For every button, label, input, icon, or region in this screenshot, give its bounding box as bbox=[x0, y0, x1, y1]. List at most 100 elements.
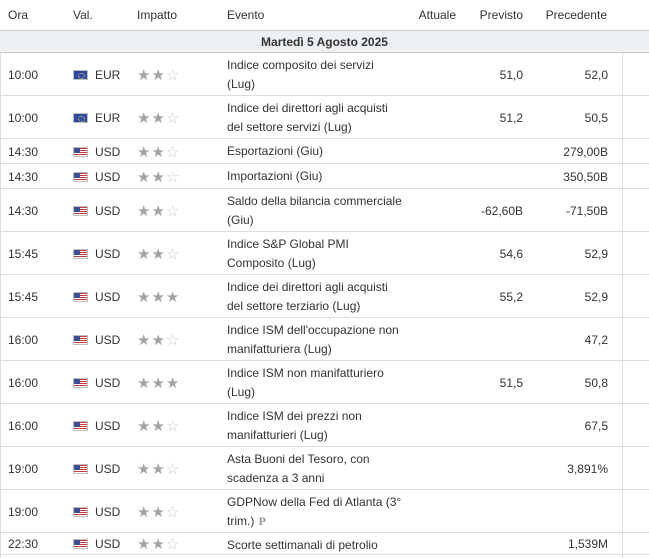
event-time: 15:45 bbox=[8, 290, 39, 304]
event-name[interactable]: Indice S&P Global PMI Composito (Lug) bbox=[227, 235, 405, 273]
event-name-text[interactable]: Asta Buoni del Tesoro, con scadenza a 3 … bbox=[227, 452, 370, 485]
star-filled-icon: ★ bbox=[137, 504, 152, 521]
header-currency[interactable]: Val. bbox=[73, 8, 93, 22]
star-filled-icon: ★ bbox=[151, 203, 166, 220]
event-name[interactable]: Indice composito dei servizi (Lug) bbox=[227, 56, 405, 94]
table-row[interactable]: 16:00 USD ★★☆ Indice ISM dei prezzi non man… bbox=[0, 404, 649, 447]
event-name-text[interactable]: Saldo della bilancia commerciale (Giu) bbox=[227, 194, 402, 227]
us-flag-icon bbox=[73, 421, 88, 431]
event-currency: USD bbox=[95, 145, 121, 159]
impact-rating: ★★☆ bbox=[137, 535, 193, 553]
table-row[interactable]: 10:00 EUR ★★☆ Indice dei direttori agli acq… bbox=[0, 96, 649, 139]
table-row[interactable]: 15:45 USD ★★☆ Indice S&P Global PMI Composi… bbox=[0, 232, 649, 275]
impact-rating: ★★☆ bbox=[137, 109, 193, 127]
header-actual[interactable]: Attuale bbox=[418, 8, 456, 22]
table-row[interactable]: 19:00 USD ★★☆ GDPNow della Fed di Atlanta (… bbox=[0, 490, 649, 533]
event-previous: 279,00B bbox=[563, 145, 608, 159]
event-time: 10:00 bbox=[8, 68, 39, 82]
table-row[interactable]: 19:00 USD ★★☆ Asta Buoni del Tesoro, con sc… bbox=[0, 447, 649, 490]
star-filled-icon: ★ bbox=[137, 110, 152, 127]
event-name-text[interactable]: Esportazioni (Giu) bbox=[227, 144, 324, 158]
table-row[interactable]: 14:30 USD ★★☆ Esportazioni (Giu) 279,00B bbox=[0, 139, 649, 164]
event-name[interactable]: Asta Buoni del Tesoro, con scadenza a 3 … bbox=[227, 450, 405, 488]
event-name[interactable]: Saldo della bilancia commerciale (Giu) bbox=[227, 192, 405, 230]
us-flag-icon bbox=[73, 539, 88, 549]
star-filled-icon: ★ bbox=[137, 67, 152, 84]
us-flag-icon bbox=[73, 421, 88, 431]
header-time[interactable]: Ora bbox=[8, 8, 29, 22]
event-name-text[interactable]: Indice ISM non manifatturiero (Lug) bbox=[227, 366, 384, 399]
star-filled-icon: ★ bbox=[137, 332, 152, 349]
event-previous: -71,50B bbox=[565, 204, 608, 218]
table-row[interactable]: 15:45 USD ★★★ Indice dei direttori agli acq… bbox=[0, 275, 649, 318]
event-currency: USD bbox=[95, 333, 121, 347]
star-empty-icon: ☆ bbox=[165, 461, 181, 478]
impact-rating: ★★☆ bbox=[137, 460, 193, 478]
us-flag-icon bbox=[73, 172, 88, 182]
event-name[interactable]: Indice ISM dei prezzi non manifatturieri… bbox=[227, 407, 405, 445]
table-row[interactable]: 16:00 USD ★★★ Indice ISM non manifatturiero… bbox=[0, 361, 649, 404]
event-previous: 350,50B bbox=[563, 170, 608, 184]
event-name-text[interactable]: Indice dei direttori agli acquisti del s… bbox=[227, 101, 388, 134]
event-time: 16:00 bbox=[8, 419, 39, 433]
star-filled-icon: ★ bbox=[137, 144, 152, 161]
table-border-left bbox=[0, 0, 1, 558]
event-name[interactable]: Scorte settimanali di petrolio bbox=[227, 536, 405, 555]
table-row[interactable]: 22:30 USD ★★☆ Scorte settimanali di petroli… bbox=[0, 533, 649, 555]
star-empty-icon: ☆ bbox=[165, 536, 181, 553]
event-name-text[interactable]: Scorte settimanali di petrolio bbox=[227, 538, 378, 552]
event-name[interactable]: Importazioni (Giu) bbox=[227, 167, 405, 186]
eu-flag-icon bbox=[73, 70, 88, 80]
event-name[interactable]: Indice ISM dell'occupazione non manifatt… bbox=[227, 321, 405, 359]
event-name[interactable]: Indice dei direttori agli acquisti del s… bbox=[227, 278, 405, 316]
event-time: 15:45 bbox=[8, 247, 39, 261]
us-flag-icon bbox=[73, 378, 88, 388]
star-filled-icon: ★ bbox=[151, 169, 166, 186]
table-row[interactable]: 14:30 USD ★★☆ Saldo della bilancia commerci… bbox=[0, 189, 649, 232]
event-name-text[interactable]: Indice composito dei servizi (Lug) bbox=[227, 58, 374, 91]
event-currency: USD bbox=[95, 247, 121, 261]
event-currency: USD bbox=[95, 537, 121, 551]
event-name[interactable]: Indice ISM non manifatturiero (Lug) bbox=[227, 364, 405, 402]
header-previous[interactable]: Precedente bbox=[545, 8, 607, 22]
event-currency: EUR bbox=[95, 68, 121, 82]
event-currency: USD bbox=[95, 505, 121, 519]
us-flag-icon bbox=[73, 378, 88, 388]
table-row[interactable]: 10:00 EUR ★★☆ Indice composito dei servizi … bbox=[0, 53, 649, 96]
star-filled-icon: ★ bbox=[137, 375, 152, 392]
event-name-text[interactable]: GDPNow della Fed di Atlanta (3° trim.) bbox=[227, 495, 402, 528]
header-impact[interactable]: Impatto bbox=[137, 8, 178, 22]
event-currency: USD bbox=[95, 376, 121, 390]
event-time: 10:00 bbox=[8, 111, 39, 125]
impact-rating: ★★☆ bbox=[137, 202, 193, 220]
event-time: 16:00 bbox=[8, 376, 39, 390]
event-name-text[interactable]: Indice ISM dei prezzi non manifatturieri… bbox=[227, 409, 362, 442]
star-empty-icon: ☆ bbox=[165, 67, 181, 84]
star-filled-icon: ★ bbox=[137, 289, 152, 306]
star-filled-icon: ★ bbox=[151, 246, 166, 263]
event-name[interactable]: Indice dei direttori agli acquisti del s… bbox=[227, 99, 405, 137]
impact-rating: ★★☆ bbox=[137, 331, 193, 349]
star-empty-icon: ☆ bbox=[165, 203, 181, 220]
us-flag-icon bbox=[73, 335, 88, 345]
event-name[interactable]: GDPNow della Fed di Atlanta (3° trim.) P bbox=[227, 493, 405, 532]
preliminary-badge-icon: P bbox=[258, 517, 266, 528]
star-empty-icon: ☆ bbox=[165, 246, 181, 263]
table-row[interactable]: 14:30 USD ★★☆ Importazioni (Giu) 350,50B bbox=[0, 164, 649, 189]
table-row[interactable]: 16:00 USD ★★☆ Indice ISM dell'occupazione n… bbox=[0, 318, 649, 361]
event-rows: 10:00 EUR ★★☆ Indice composito dei servizi … bbox=[0, 53, 649, 555]
event-name-text[interactable]: Indice ISM dell'occupazione non manifatt… bbox=[227, 323, 399, 356]
header-event[interactable]: Evento bbox=[227, 8, 265, 22]
header-forecast[interactable]: Previsto bbox=[479, 8, 523, 22]
event-name-text[interactable]: Indice S&P Global PMI Composito (Lug) bbox=[227, 237, 349, 270]
event-time: 22:30 bbox=[8, 537, 39, 551]
impact-rating: ★★☆ bbox=[137, 503, 193, 521]
star-filled-icon: ★ bbox=[151, 461, 166, 478]
event-name[interactable]: Esportazioni (Giu) bbox=[227, 142, 405, 161]
star-empty-icon: ☆ bbox=[165, 169, 181, 186]
event-currency: USD bbox=[95, 462, 121, 476]
event-name-text[interactable]: Importazioni (Giu) bbox=[227, 169, 323, 183]
event-name-text[interactable]: Indice dei direttori agli acquisti del s… bbox=[227, 280, 388, 313]
event-previous: 47,2 bbox=[584, 333, 608, 347]
star-empty-icon: ☆ bbox=[165, 332, 181, 349]
